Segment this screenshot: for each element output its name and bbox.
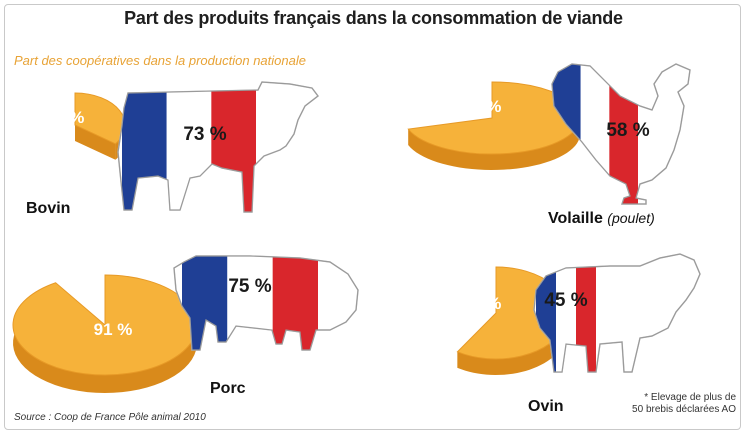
chart-subtitle: Part des coopératives dans la production… bbox=[14, 53, 306, 68]
pie-side bbox=[457, 267, 568, 375]
pie-slice bbox=[407, 81, 581, 155]
source-note: Source : Coop de France Pôle animal 2010 bbox=[14, 412, 206, 423]
pie-cut-face bbox=[75, 125, 116, 160]
french-share-label: 73 % bbox=[183, 124, 226, 145]
coop-share-label: 59 % bbox=[463, 294, 502, 313]
footnote: * Elevage de plus de 50 brebis déclarées… bbox=[596, 392, 736, 416]
footnote-line-2: 50 brebis déclarées AO bbox=[632, 404, 736, 415]
label-ovin: Ovin bbox=[528, 398, 564, 415]
flag-red bbox=[576, 254, 596, 372]
footnote-line-1: * Elevage de plus de bbox=[644, 392, 736, 403]
french-share-label: 45 % bbox=[544, 290, 587, 311]
pie-volaille: 70 % bbox=[407, 81, 581, 170]
label-bovin: Bovin bbox=[26, 200, 71, 217]
coop-share-label: 70 % bbox=[463, 97, 502, 116]
pie-porc: 91 % bbox=[12, 274, 198, 393]
french-share-label: 75 % bbox=[228, 276, 271, 297]
label-porc: Porc bbox=[210, 380, 246, 397]
pie-bovin: 35 % bbox=[46, 92, 126, 160]
label-volaille: Volaille (poulet) bbox=[548, 210, 655, 227]
chart-title: Part des produits français dans la conso… bbox=[124, 8, 623, 28]
coop-share-label: 91 % bbox=[94, 320, 133, 339]
coop-share-label: 35 % bbox=[46, 108, 85, 127]
flag-white bbox=[556, 254, 576, 372]
pie-slice bbox=[12, 274, 198, 376]
french-share-label: 58 % bbox=[606, 120, 649, 141]
cow-icon: 73 % bbox=[117, 81, 320, 213]
